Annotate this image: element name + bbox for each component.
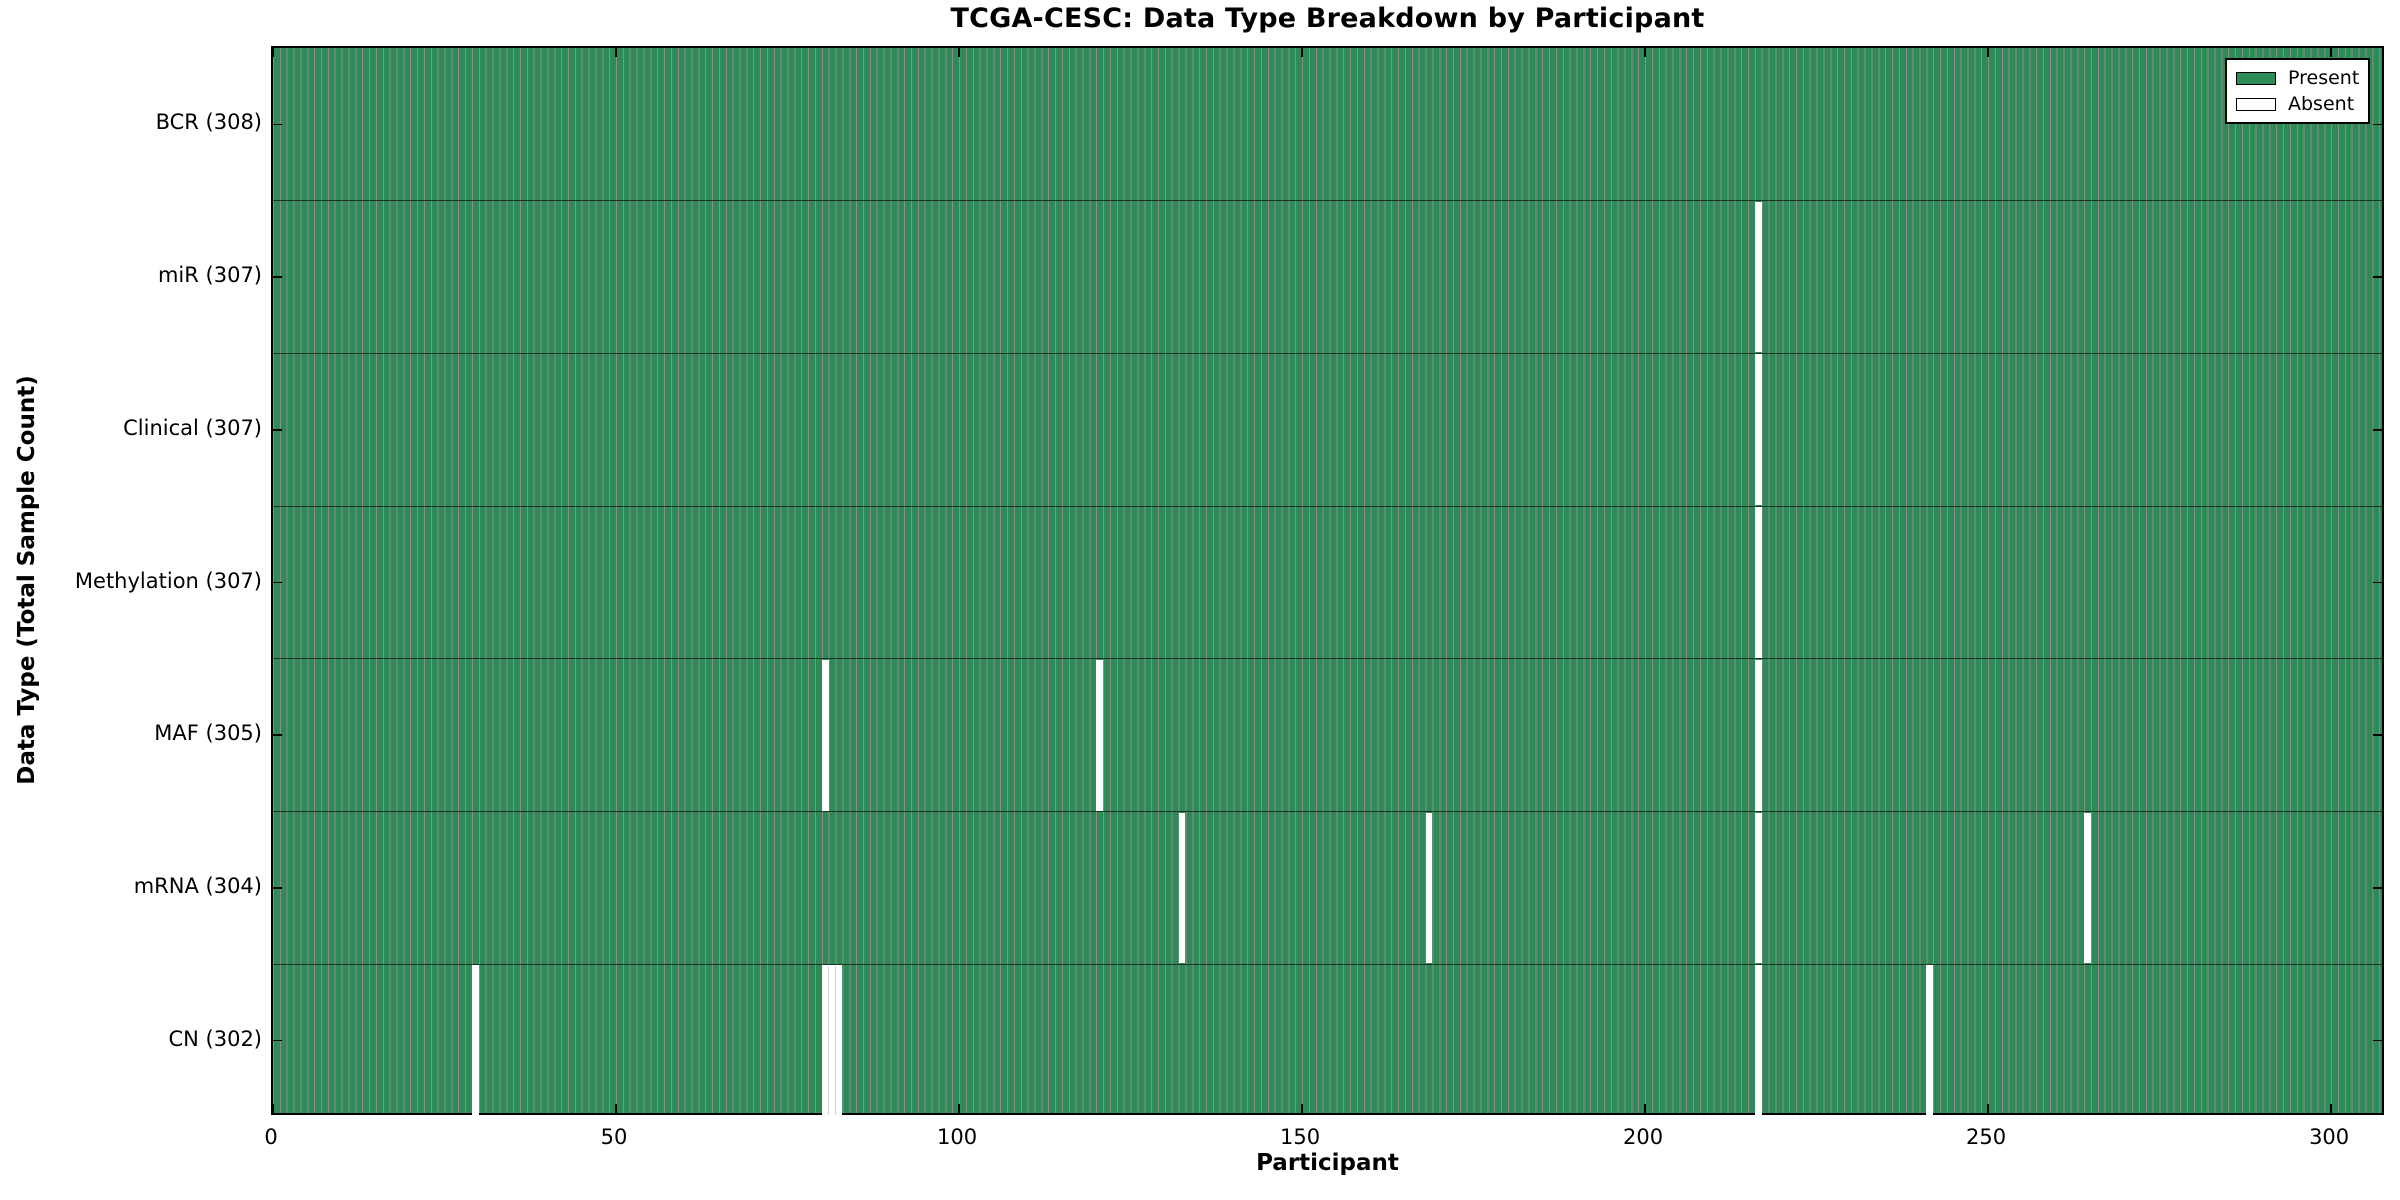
absent-gap-mRNA-216 <box>1754 812 1762 964</box>
absent-gap-MAF-80 <box>821 659 829 811</box>
absent-gap-CN-29 <box>471 965 479 1116</box>
x-tick-mark-bottom <box>2330 1104 2332 1113</box>
absent-gap-Clinical-216 <box>1754 354 1762 506</box>
y-tick-mark-right <box>2373 734 2382 736</box>
y-tick-label: mRNA (304) <box>133 873 262 898</box>
y-tick-mark-left <box>273 276 282 278</box>
absent-gap-miR-216 <box>1754 201 1762 353</box>
y-tick-mark-left <box>273 581 282 584</box>
row-boundary <box>273 963 2382 965</box>
absent-gap-CN-82 <box>835 965 843 1116</box>
row-boundary <box>273 505 2382 507</box>
y-tick-label: miR (307) <box>157 263 262 288</box>
row-band-CN <box>273 964 2382 1117</box>
x-tick-label: 150 <box>1280 1125 1321 1149</box>
y-tick-mark-left <box>273 123 282 126</box>
y-tick-label: CN (302) <box>168 1026 262 1051</box>
x-tick-mark-top <box>1987 48 1989 57</box>
x-tick-mark-top <box>2330 48 2332 57</box>
x-tick-label: 250 <box>1966 1125 2007 1149</box>
absent-gap-mRNA-168 <box>1425 812 1433 964</box>
row-band-Clinical <box>273 353 2382 506</box>
legend-label: Present <box>2288 66 2360 89</box>
chart-title: TCGA-CESC: Data Type Breakdown by Partic… <box>950 3 1705 34</box>
absent-gap-MAF-120 <box>1096 659 1104 811</box>
x-tick-mark-bottom <box>1644 1104 1646 1113</box>
absent-gap-separator <box>835 966 837 1115</box>
row-band-Methylation <box>273 506 2382 659</box>
row-boundary <box>273 352 2382 354</box>
absent-gap-MAF-216 <box>1754 659 1762 811</box>
x-tick-mark-top <box>1301 48 1303 57</box>
y-tick-mark-right <box>2373 1039 2382 1042</box>
absent-gap-CN-216 <box>1754 965 1762 1116</box>
absent-gap-CN-241 <box>1926 965 1934 1116</box>
x-axis-label: Participant <box>1256 1150 1399 1176</box>
y-tick-mark-left <box>273 887 282 889</box>
y-tick-label: BCR (308) <box>155 110 262 135</box>
plot-area: Present Absent <box>271 46 2384 1117</box>
x-tick-mark-bottom <box>958 1104 960 1113</box>
x-tick-label: 200 <box>1623 1125 1664 1149</box>
legend-swatch-present <box>2236 71 2276 85</box>
y-tick-label: Methylation (307) <box>74 568 262 593</box>
y-tick-mark-left <box>273 429 282 431</box>
row-boundary <box>273 811 2382 813</box>
y-tick-mark-right <box>2373 887 2382 889</box>
y-tick-mark-right <box>2373 276 2382 278</box>
x-tick-mark-top <box>958 48 960 57</box>
y-tick-mark-right <box>2373 123 2382 126</box>
y-tick-mark-left <box>273 734 282 736</box>
x-tick-mark-top <box>615 48 617 57</box>
absent-gap-CN-81 <box>828 965 836 1116</box>
x-tick-mark-bottom <box>615 1104 617 1113</box>
y-tick-label: MAF (305) <box>154 721 262 746</box>
absent-gap-separator <box>828 966 830 1115</box>
legend: Present Absent <box>2225 58 2370 124</box>
legend-swatch-absent <box>2236 97 2276 111</box>
x-tick-mark-bottom <box>272 1104 274 1113</box>
x-tick-mark-top <box>272 48 274 57</box>
row-band-mRNA <box>273 812 2382 965</box>
row-band-BCR <box>273 48 2382 201</box>
row-boundary <box>273 658 2382 660</box>
x-tick-label: 50 <box>600 1125 628 1149</box>
y-tick-mark-right <box>2373 429 2382 431</box>
row-band-MAF <box>273 659 2382 812</box>
absent-gap-mRNA-264 <box>2084 812 2091 964</box>
absent-gap-CN-80 <box>821 965 829 1116</box>
y-tick-mark-left <box>273 1039 282 1042</box>
x-tick-label: 100 <box>936 1125 978 1149</box>
x-tick-mark-top <box>1644 48 1646 57</box>
legend-entry-absent: Absent <box>2236 92 2359 115</box>
x-tick-mark-bottom <box>1987 1104 1989 1113</box>
x-tick-label: 300 <box>2309 1125 2350 1149</box>
legend-entry-present: Present <box>2236 66 2360 89</box>
y-tick-label: Clinical (307) <box>123 415 262 440</box>
y-tick-mark-right <box>2373 581 2382 584</box>
x-tick-label: 0 <box>264 1125 278 1149</box>
row-boundary <box>273 200 2382 202</box>
row-band-miR <box>273 201 2382 354</box>
absent-gap-Methylation-216 <box>1754 507 1762 658</box>
legend-label: Absent <box>2288 92 2355 115</box>
x-tick-mark-bottom <box>1301 1104 1303 1113</box>
absent-gap-mRNA-132 <box>1178 812 1186 964</box>
